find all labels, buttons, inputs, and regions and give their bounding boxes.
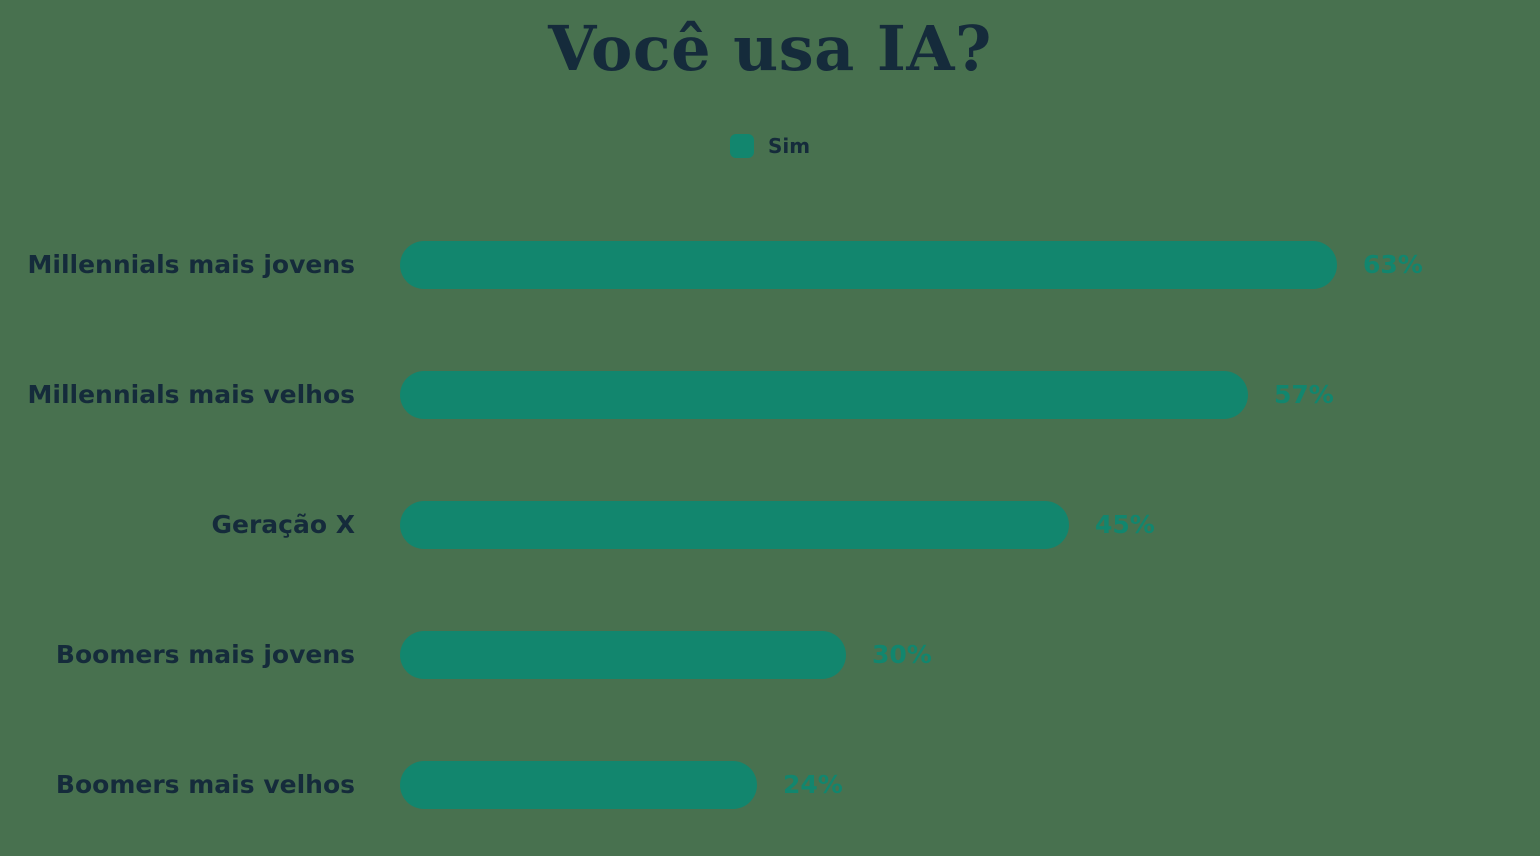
bar-track: 57% (400, 370, 1540, 419)
value-label: 57% (1274, 380, 1334, 409)
bar-track: 30% (400, 630, 1540, 679)
bar-row: Millennials mais velhos 57% (0, 330, 1540, 460)
value-label: 45% (1095, 510, 1155, 539)
bar-sim[interactable] (400, 370, 1248, 419)
legend-label: Sim (767, 133, 811, 158)
legend-item-sim[interactable]: Sim (729, 133, 811, 158)
bar-track: 24% (400, 760, 1540, 809)
bar-row: Millennials mais jovens 63% (0, 200, 1540, 330)
bar-row: Geração X 45% (0, 460, 1540, 590)
bar-track: 45% (400, 500, 1540, 549)
chart-title: Você usa IA? (548, 12, 992, 85)
category-label: Boomers mais jovens (55, 639, 355, 669)
category-label: Millennials mais velhos (27, 379, 355, 409)
bar-sim[interactable] (400, 500, 1069, 549)
category-label: Geração X (211, 509, 355, 539)
bar-sim[interactable] (400, 240, 1337, 289)
bar-sim[interactable] (400, 630, 846, 679)
category-label: Boomers mais velhos (55, 769, 355, 799)
bar-sim[interactable] (400, 760, 757, 809)
value-label: 30% (872, 640, 932, 669)
legend: Sim (0, 133, 1540, 158)
value-label: 24% (783, 770, 843, 799)
legend-swatch-icon (729, 133, 754, 158)
bar-row: Boomers mais jovens 30% (0, 590, 1540, 720)
bar-row: Boomers mais velhos 24% (0, 720, 1540, 850)
value-label: 63% (1363, 250, 1423, 279)
category-label: Millennials mais jovens (27, 249, 355, 279)
bar-chart: Millennials mais jovens 63% Millennials ma… (0, 200, 1540, 850)
bar-track: 63% (400, 240, 1540, 289)
